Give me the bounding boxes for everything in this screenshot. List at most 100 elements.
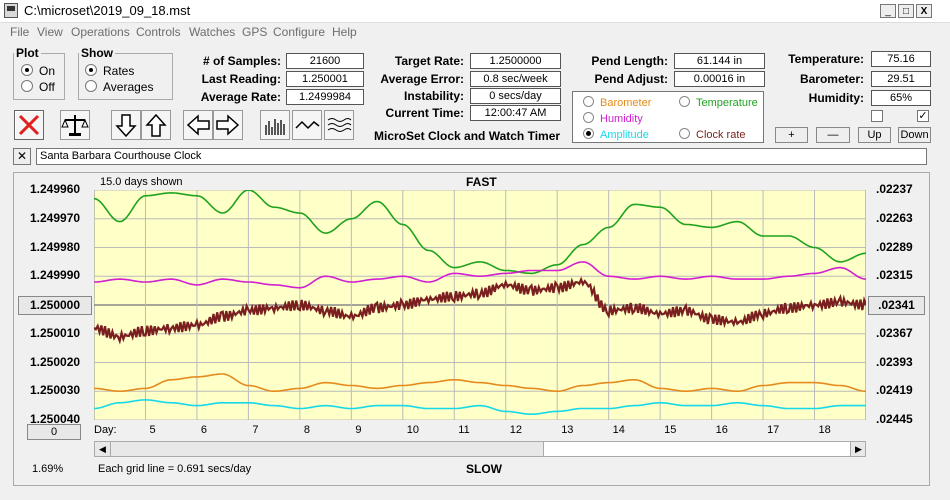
instability-value: 0 secs/day [470, 88, 561, 104]
close-icon: ✕ [16, 149, 28, 163]
humidity-checkbox[interactable] [871, 110, 883, 122]
menu-view[interactable]: View [37, 25, 63, 39]
plot-group: Plot [13, 46, 65, 100]
instability-label: Instability: [403, 89, 464, 103]
target-rate-label: Target Rate: [394, 54, 464, 68]
radio-icon [583, 96, 594, 107]
series-line-clock-rate [94, 276, 866, 345]
percent-label: 1.69% [32, 463, 64, 475]
sensor-option-amplitude[interactable]: Amplitude [583, 128, 649, 141]
current-time-label: Current Time: [385, 106, 464, 120]
series-line-barometer [94, 373, 866, 392]
plot-on-radio[interactable]: On [21, 64, 55, 78]
minus-button[interactable]: — [816, 127, 850, 143]
close-button[interactable]: X [916, 4, 932, 18]
wave-button[interactable] [292, 110, 322, 140]
down-button[interactable]: Down [898, 127, 931, 143]
left-tick-label: 1.250030 [30, 383, 81, 398]
left-tick-label: 1.249980 [30, 239, 81, 254]
maximize-button[interactable]: □ [898, 4, 914, 18]
center-amplitude-button[interactable]: .02341 [868, 296, 925, 315]
plot-off-radio[interactable]: Off [21, 80, 55, 94]
menu-file[interactable]: File [10, 25, 30, 39]
pend-length-value: 61.144 in [674, 53, 765, 69]
rate-chart [94, 190, 866, 420]
clear-clock-button[interactable]: ✕ [13, 148, 31, 165]
barometer-label: Barometer: [799, 72, 864, 86]
arrow-right-icon [216, 114, 240, 136]
left-tick-label: 1.249960 [30, 182, 81, 196]
day-tick-label: 8 [303, 424, 310, 436]
minimize-button[interactable]: _ [880, 4, 896, 18]
sensor-option-clock-rate[interactable]: Clock rate [679, 128, 746, 141]
menu-operations[interactable]: Operations [71, 25, 130, 39]
days-shown-label: 15.0 days shown [100, 176, 183, 188]
right-tick-label: .02289 [876, 239, 913, 254]
day-tick-label: 5 [149, 424, 156, 436]
last-reading-value: 1.250001 [286, 71, 364, 87]
pend-adjust-value: 0.00016 in [674, 71, 765, 87]
right-tick-label: .02315 [876, 268, 913, 283]
title-bar: C:\microset\2019_09_18.mst _ □ X [0, 0, 950, 23]
series-line-amplitude [94, 399, 866, 415]
average-rate-value: 1.2499984 [286, 89, 364, 105]
day-tick-label: 18 [818, 424, 831, 436]
humidity-label: Humidity: [808, 91, 864, 105]
series-line-humidity [94, 261, 866, 289]
sensor-select-panel: Barometer Temperature Humidity Amplitude… [572, 91, 764, 143]
left-tick-label: 1.249970 [30, 210, 81, 225]
menu-gps[interactable]: GPS [242, 25, 268, 39]
day-tick-label: 15 [664, 424, 677, 436]
right-tick-label: .02237 [876, 182, 913, 196]
balance-button[interactable] [60, 110, 90, 140]
show-averages-radio[interactable]: Averages [85, 80, 153, 94]
menu-watches[interactable]: Watches [189, 25, 236, 39]
menu-controls[interactable]: Controls [136, 25, 181, 39]
sensor-option-temperature[interactable]: Temperature [679, 96, 758, 109]
multi-wave-button[interactable] [324, 110, 354, 140]
checked-checkbox[interactable]: ✓ [917, 110, 929, 122]
histogram-button[interactable] [260, 110, 290, 140]
right-tick-label: .02445 [876, 412, 913, 426]
left-tick-label: 1.250020 [30, 354, 81, 369]
scroll-thumb[interactable] [543, 442, 851, 456]
right-tick-label: .02367 [876, 325, 913, 340]
day-label: Day: [94, 424, 117, 436]
average-error-value: 0.8 sec/week [470, 71, 561, 87]
right-tick-label: .02393 [876, 354, 913, 369]
up-arrow-button[interactable] [141, 110, 171, 140]
day-tick-label: 6 [200, 424, 208, 436]
scroll-right-icon[interactable]: ▶ [850, 442, 866, 456]
center-rate-button[interactable]: 1.250000 [18, 296, 92, 315]
sensor-option-humidity[interactable]: Humidity [583, 112, 643, 125]
clear-button[interactable] [14, 110, 44, 140]
scroll-left-icon[interactable]: ◀ [95, 442, 111, 456]
clock-name-field[interactable]: Santa Barbara Courthouse Clock [36, 148, 927, 165]
chart-scrollbar[interactable]: ◀ ▶ [94, 441, 866, 457]
radio-icon [21, 80, 33, 92]
plus-button[interactable]: + [775, 127, 808, 143]
menu-help[interactable]: Help [332, 25, 357, 39]
sensor-option-barometer[interactable]: Barometer [583, 96, 651, 109]
temperature-label: Temperature: [788, 52, 864, 66]
day-tick-label: 17 [767, 424, 780, 436]
radio-icon [583, 112, 594, 123]
up-button[interactable]: Up [858, 127, 891, 143]
pend-adjust-label: Pend Adjust: [594, 72, 668, 86]
zero-button[interactable]: 0 [27, 424, 81, 440]
target-rate-value: 1.2500000 [470, 53, 561, 69]
right-tick-label: .02263 [876, 210, 913, 225]
average-error-label: Average Error: [380, 72, 464, 86]
show-rates-radio[interactable]: Rates [85, 64, 134, 78]
red-x-icon [18, 114, 40, 136]
menu-bar: File View Operations Controls Watches GP… [0, 22, 950, 42]
right-arrow-button[interactable] [213, 110, 243, 140]
series-line-temperature [94, 190, 866, 275]
slow-label: SLOW [466, 462, 502, 476]
down-arrow-button[interactable] [111, 110, 141, 140]
left-tick-label: 1.250040 [30, 412, 81, 426]
menu-configure[interactable]: Configure [273, 25, 326, 39]
arrow-down-icon [115, 114, 137, 138]
left-arrow-button[interactable] [183, 110, 213, 140]
arrow-up-icon [145, 113, 167, 137]
